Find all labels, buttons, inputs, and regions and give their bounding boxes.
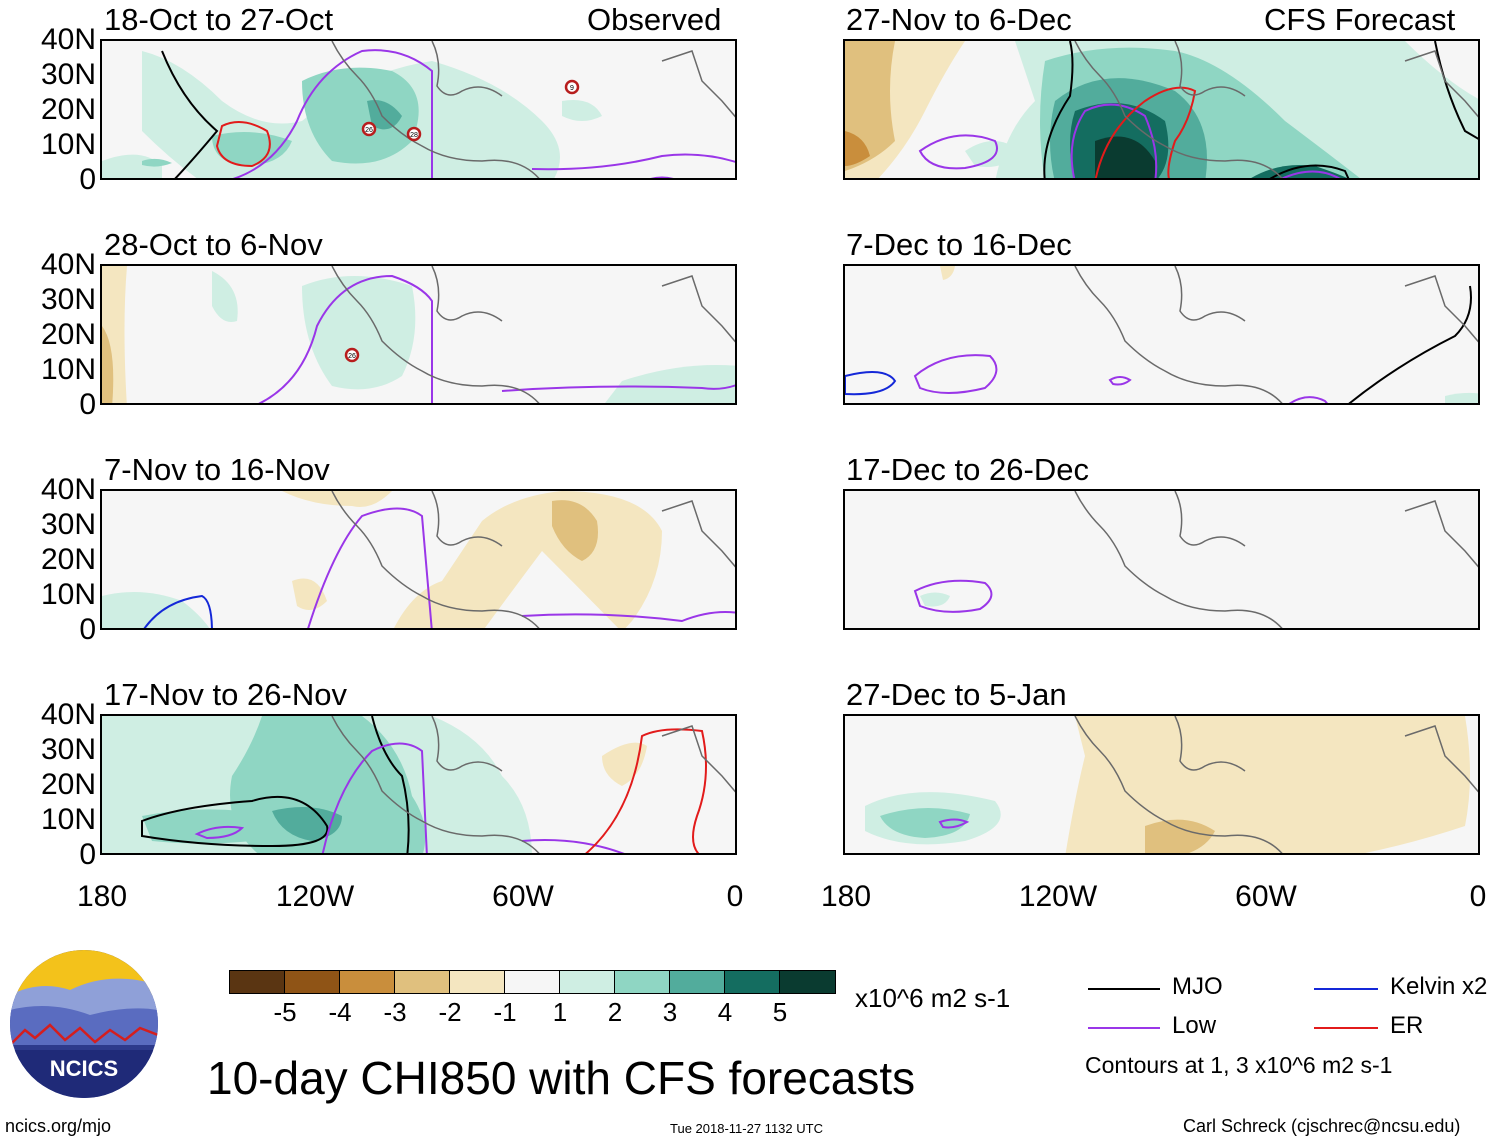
colorbar-label: 1 <box>552 997 568 1027</box>
map-panel-7nov <box>100 489 737 630</box>
y-label: 30N <box>40 58 96 91</box>
colorbar-cell <box>449 970 506 994</box>
colorbar-cell <box>229 970 286 994</box>
colorbar-label: -4 <box>328 997 352 1027</box>
storm-marker: 9 <box>564 79 580 95</box>
legend-line-low <box>1088 1027 1160 1029</box>
footer-url[interactable]: ncics.org/mjo <box>5 1116 112 1136</box>
colorbar-label: -2 <box>438 997 462 1027</box>
colorbar-cell <box>339 970 396 994</box>
legend-label-kelvin: Kelvin x2 <box>1390 973 1488 1000</box>
legend-label-low: Low <box>1172 1012 1217 1039</box>
panel-title-3: 7-Nov to 16-Nov <box>104 452 330 487</box>
colorbar-label: -5 <box>273 997 297 1027</box>
y-label: 10N <box>40 578 96 611</box>
y-label: 20N <box>40 318 96 351</box>
panel-tag-cfs-forecast: CFS Forecast <box>1264 2 1456 37</box>
panel-title-6: 7-Dec to 16-Dec <box>846 227 1072 262</box>
colorbar-cell <box>394 970 451 994</box>
panel-tag-observed: Observed <box>587 2 722 37</box>
footer-credit: Carl Schreck (cjschrec@ncsu.edu) <box>1183 1116 1461 1136</box>
colorbar-label: 4 <box>717 997 733 1027</box>
storm-marker: 26 <box>344 347 360 363</box>
x-label: 60W <box>1235 880 1297 913</box>
x-label: 120W <box>1018 880 1098 913</box>
panel-title-5: 27-Nov to 6-Dec <box>846 2 1072 37</box>
x-label: 0 <box>726 880 744 913</box>
map-panel-7dec <box>843 264 1480 405</box>
panel-title-8: 27-Dec to 5-Jan <box>846 677 1067 712</box>
y-label: 20N <box>40 93 96 126</box>
y-label: 0 <box>79 613 96 646</box>
map-panel-17nov <box>100 714 737 855</box>
map-panel-18oct: 26 28 9 <box>100 39 737 180</box>
panel-title-7: 17-Dec to 26-Dec <box>846 452 1089 487</box>
storm-marker: 26 <box>361 121 377 137</box>
y-label: 40N <box>40 23 96 56</box>
colorbar-cell <box>559 970 616 994</box>
x-label: 120W <box>275 880 355 913</box>
colorbar-cell <box>614 970 671 994</box>
svg-text:28: 28 <box>410 132 418 139</box>
legend-line-mjo <box>1088 988 1160 990</box>
y-label: 30N <box>40 508 96 541</box>
svg-text:26: 26 <box>348 353 356 360</box>
y-label: 10N <box>40 353 96 386</box>
y-label: 0 <box>79 838 96 871</box>
x-label: 180 <box>820 880 872 913</box>
legend-label-mjo: MJO <box>1172 973 1223 1000</box>
svg-text:26: 26 <box>365 127 373 134</box>
colorbar-label: 3 <box>662 997 678 1027</box>
y-label: 40N <box>40 473 96 506</box>
figure-title: 10-day CHI850 with CFS forecasts <box>207 1052 916 1104</box>
x-label: 60W <box>492 880 554 913</box>
colorbar-cell <box>504 970 561 994</box>
svg-text:NCICS: NCICS <box>50 1056 118 1081</box>
legend-line-er <box>1314 1027 1378 1029</box>
storm-marker: 28 <box>406 126 422 142</box>
colorbar-units: x10^6 m2 s-1 <box>855 983 1011 1013</box>
legend-contours-note: Contours at 1, 3 x10^6 m2 s-1 <box>1085 1052 1393 1078</box>
map-panel-28oct: 26 <box>100 264 737 405</box>
map-panel-17dec <box>843 489 1480 630</box>
y-label: 10N <box>40 128 96 161</box>
y-label: 0 <box>79 163 96 196</box>
legend-line-kelvin <box>1314 988 1378 990</box>
svg-text:9: 9 <box>570 85 574 92</box>
x-label: 180 <box>76 880 128 913</box>
colorbar-cell <box>724 970 781 994</box>
y-label: 40N <box>40 698 96 731</box>
y-label: 20N <box>40 543 96 576</box>
y-label: 20N <box>40 768 96 801</box>
panel-title-2: 28-Oct to 6-Nov <box>104 227 323 262</box>
colorbar-label: 5 <box>772 997 788 1027</box>
colorbar-cell <box>669 970 726 994</box>
map-panel-27nov <box>843 39 1480 180</box>
x-label: 0 <box>1469 880 1487 913</box>
colorbar-cell <box>779 970 836 994</box>
y-label: 30N <box>40 283 96 316</box>
colorbar-cell <box>284 970 341 994</box>
map-panel-27dec <box>843 714 1480 855</box>
footer-timestamp: Tue 2018-11-27 1132 UTC <box>670 1121 823 1136</box>
y-label: 40N <box>40 248 96 281</box>
legend-label-er: ER <box>1390 1012 1424 1039</box>
y-label: 30N <box>40 733 96 766</box>
colorbar-label: -3 <box>383 997 407 1027</box>
panel-title-4: 17-Nov to 26-Nov <box>104 677 347 712</box>
ncics-logo: NCICS <box>10 950 158 1098</box>
y-label: 0 <box>79 388 96 421</box>
panel-title-1: 18-Oct to 27-Oct <box>104 2 334 37</box>
colorbar-label: 2 <box>607 997 623 1027</box>
y-label: 10N <box>40 803 96 836</box>
colorbar-label: -1 <box>493 997 517 1027</box>
